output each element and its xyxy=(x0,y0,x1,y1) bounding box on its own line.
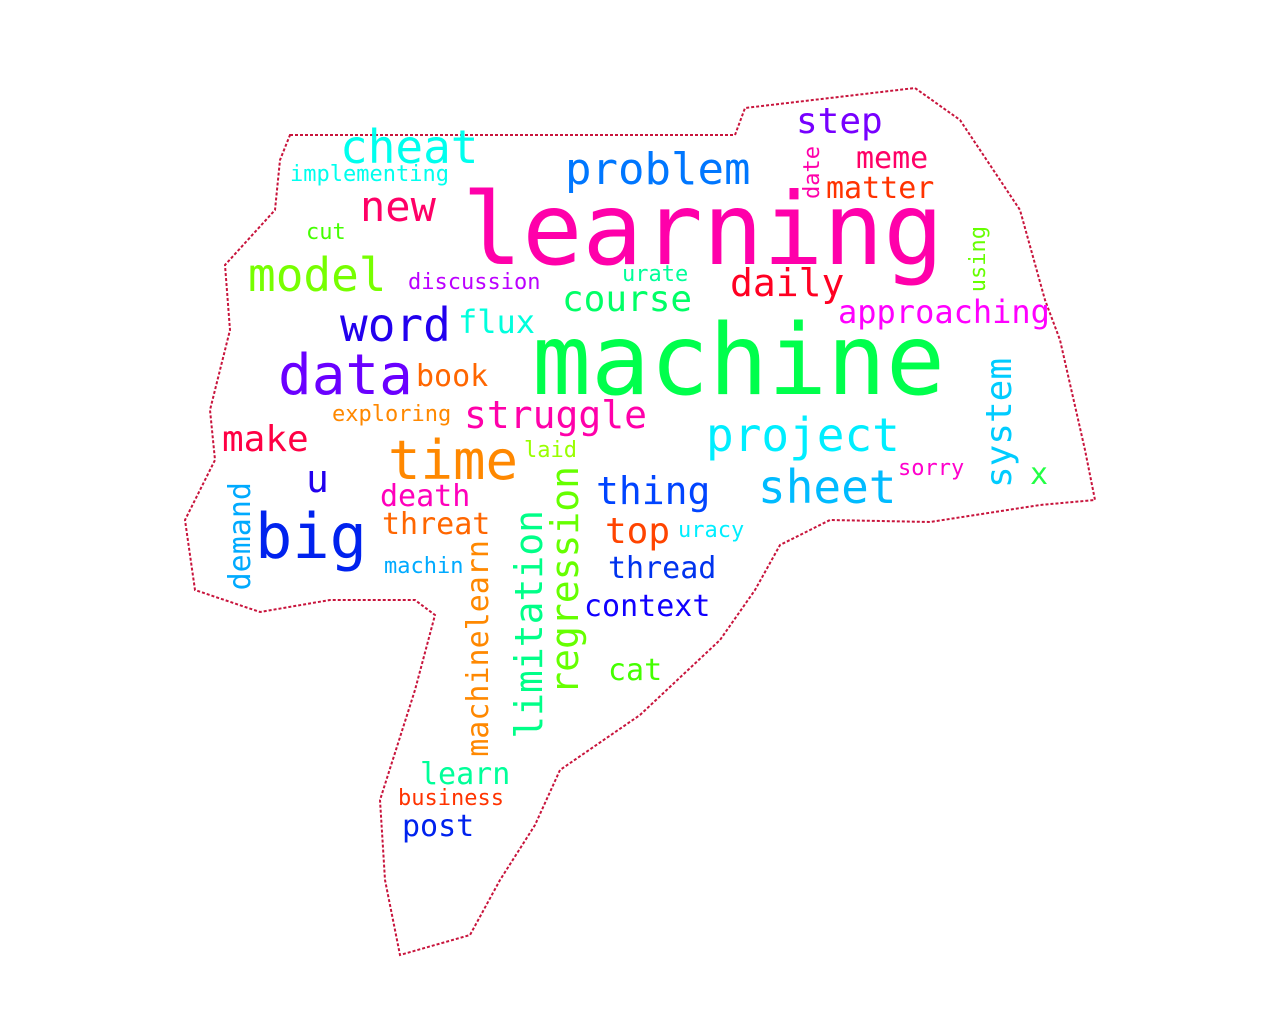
word-death: death xyxy=(380,479,471,514)
word-demand: demand xyxy=(223,482,258,591)
word-model: model xyxy=(248,248,387,302)
word-threat: threat xyxy=(382,507,491,542)
word-sheet: sheet xyxy=(758,460,897,514)
word-struggle: struggle xyxy=(464,393,648,437)
word-learn: learn xyxy=(420,757,511,792)
word-machin: machin xyxy=(384,554,464,579)
word-uracy: uracy xyxy=(678,518,745,543)
word-thing: thing xyxy=(596,469,711,513)
word-top: top xyxy=(605,511,671,552)
word-step: step xyxy=(796,101,883,142)
word-make: make xyxy=(222,419,309,460)
word-system: system xyxy=(979,358,1020,489)
word-approaching: approaching xyxy=(838,293,1050,331)
word-learning: learning xyxy=(462,171,944,288)
word-problem: problem xyxy=(565,144,751,195)
word-thread: thread xyxy=(608,551,717,586)
word-course: course xyxy=(562,279,693,320)
word-exploring: exploring xyxy=(332,402,452,427)
word-machinelearn: machinelearn xyxy=(461,540,496,757)
word-data: data xyxy=(278,343,413,408)
word-implementing: implementing xyxy=(290,162,449,187)
word-business: business xyxy=(398,786,504,811)
word-book: book xyxy=(416,359,489,394)
word-cut: cut xyxy=(306,220,346,245)
word-cheat: cheat xyxy=(340,120,479,174)
word-date: date xyxy=(800,146,825,199)
word-daily: daily xyxy=(730,261,845,305)
word-discussion: discussion xyxy=(408,270,541,295)
word-time: time xyxy=(388,429,519,492)
word-context: context xyxy=(584,589,711,624)
word-new: new xyxy=(360,182,436,231)
word-laid: laid xyxy=(524,438,577,463)
word-machine: machine xyxy=(532,304,946,418)
word-cat: cat xyxy=(608,653,663,688)
word-regression: regression xyxy=(543,466,587,695)
word-post: post xyxy=(402,809,475,844)
word-flux: flux xyxy=(458,303,536,341)
word-u: u xyxy=(306,457,329,501)
word-meme: meme xyxy=(856,141,929,176)
word-x: x xyxy=(1030,457,1049,492)
word-project: project xyxy=(706,408,900,462)
word-sorry: sorry xyxy=(898,456,965,481)
word-urate: urate xyxy=(622,262,689,287)
word-big: big xyxy=(255,500,367,573)
word-matter: matter xyxy=(826,171,935,206)
word-using: using xyxy=(966,226,991,293)
word-word: word xyxy=(340,298,451,352)
word-limitation: limitation xyxy=(507,510,551,739)
